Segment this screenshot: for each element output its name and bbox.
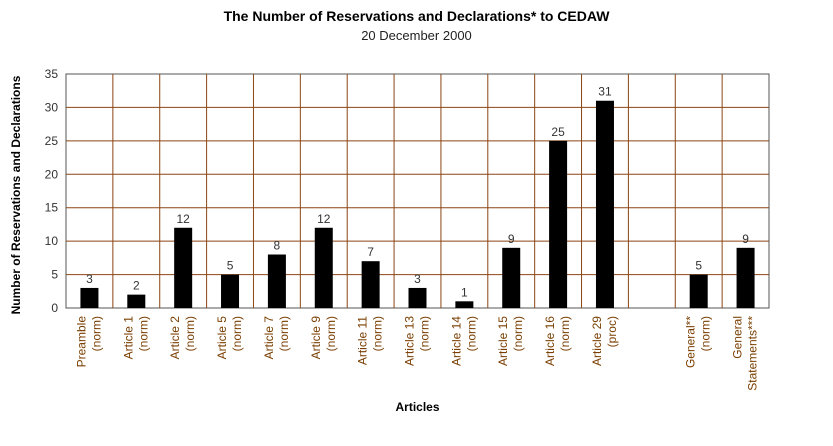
category-label-sub: (norm) [136, 316, 150, 351]
bar [408, 287, 427, 308]
bar [455, 301, 474, 308]
category-label: Article 2 [168, 316, 182, 360]
bar [127, 294, 146, 308]
bar [549, 140, 568, 308]
category-label-sub: (norm) [230, 316, 244, 351]
bar [361, 261, 380, 308]
bar [736, 247, 755, 308]
category-label-sub: (norm) [558, 316, 572, 351]
category-label-sub: (proc) [605, 316, 619, 347]
y-tick-label: 35 [45, 67, 59, 81]
data-label: 7 [367, 245, 374, 259]
bar [595, 100, 614, 308]
category-label: Article 7 [262, 316, 276, 360]
x-axis-title: Articles [395, 400, 440, 414]
category-label: Article 14 [449, 316, 463, 366]
category-label-sub: (norm) [324, 316, 338, 351]
category-label-sub: (norm) [464, 316, 478, 351]
bar [689, 274, 708, 308]
category-label-sub: (norm) [418, 316, 432, 351]
category-label-sub: Statements*** [746, 316, 760, 391]
category-label: Article 16 [543, 316, 557, 366]
data-label: 31 [598, 85, 612, 99]
chart-title: The Number of Reservations and Declarati… [223, 8, 610, 24]
category-label-sub: (norm) [277, 316, 291, 351]
category-label-sub: (norm) [511, 316, 525, 351]
data-label: 3 [414, 272, 421, 286]
category-label: Article 15 [496, 316, 510, 366]
y-tick-label: 25 [45, 134, 59, 148]
category-label-sub: (norm) [89, 316, 103, 351]
bar [502, 247, 521, 308]
data-label: 5 [695, 259, 702, 273]
y-tick-label: 0 [51, 301, 58, 315]
category-label: Article 29 [590, 316, 604, 366]
bar [221, 274, 240, 308]
category-label: Preamble [74, 316, 88, 368]
data-label: 8 [274, 239, 281, 253]
data-label: 3 [86, 272, 93, 286]
bar [174, 227, 193, 308]
y-tick-label: 15 [45, 201, 59, 215]
category-label-sub: (norm) [371, 316, 385, 351]
y-tick-label: 20 [45, 167, 59, 181]
data-label: 1 [461, 285, 468, 299]
category-label: Article 5 [215, 316, 229, 360]
category-label: Article 1 [121, 316, 135, 360]
category-label: Article 13 [403, 316, 417, 366]
bar [80, 287, 99, 308]
category-label-sub: (norm) [699, 316, 713, 351]
data-label: 5 [227, 259, 234, 273]
category-label-sub: (norm) [183, 316, 197, 351]
category-label: Article 9 [309, 316, 323, 360]
category-label: Article 11 [356, 316, 370, 365]
category-label: General [731, 316, 745, 359]
data-label: 12 [176, 212, 190, 226]
bar [314, 227, 333, 308]
data-label: 12 [317, 212, 331, 226]
chart-subtitle: 20 December 2000 [361, 28, 472, 43]
y-tick-label: 30 [45, 100, 59, 114]
data-label: 9 [742, 232, 749, 246]
y-tick-label: 10 [45, 234, 59, 248]
bar [267, 254, 286, 308]
category-label: General** [684, 316, 698, 368]
data-label: 25 [551, 125, 565, 139]
y-tick-label: 5 [51, 268, 58, 282]
data-label: 2 [133, 279, 140, 293]
data-label: 9 [508, 232, 515, 246]
